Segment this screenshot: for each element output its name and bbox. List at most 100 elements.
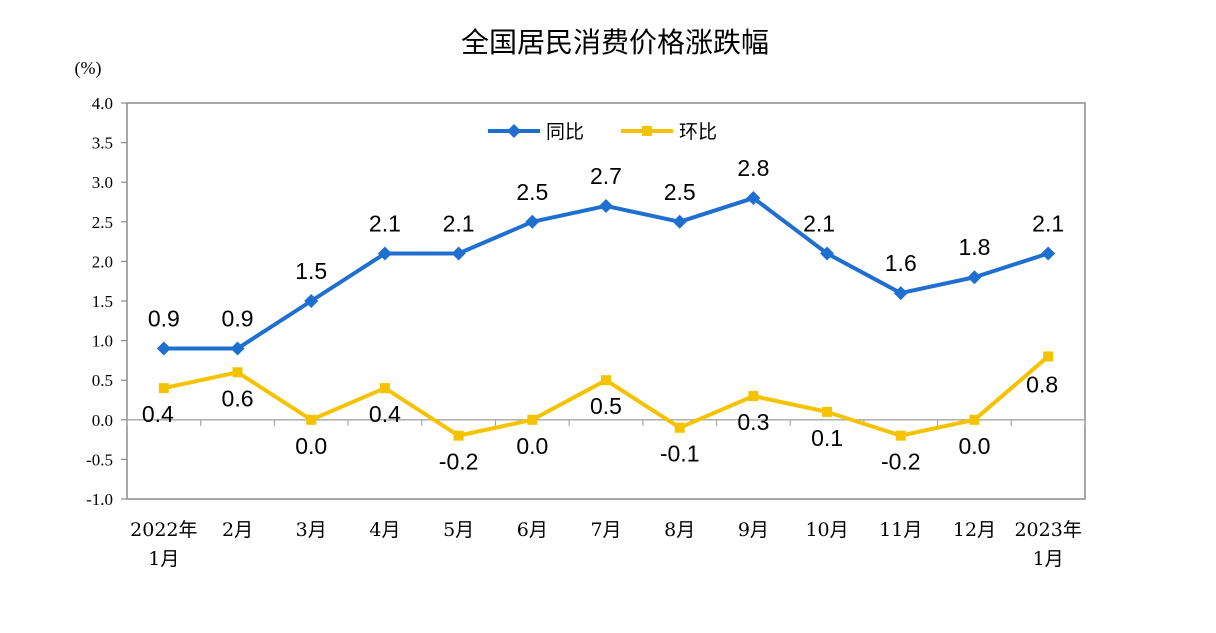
y-tick-label: 3.0 bbox=[92, 173, 113, 192]
y-tick-label: 0.5 bbox=[92, 371, 113, 390]
data-label-mom: 0.6 bbox=[222, 385, 254, 411]
data-label-yoy: 2.5 bbox=[664, 179, 696, 205]
legend-marker-square bbox=[642, 126, 652, 136]
x-tick-label-line: 9月 bbox=[738, 519, 769, 541]
legend-label: 环比 bbox=[679, 121, 717, 143]
data-label-yoy: 0.9 bbox=[148, 306, 180, 332]
data-label-mom: 0.0 bbox=[295, 433, 327, 459]
legend-marker-diamond bbox=[507, 124, 521, 138]
data-point-yoy bbox=[377, 246, 392, 261]
data-point-yoy bbox=[1041, 246, 1056, 261]
data-label-yoy: 1.5 bbox=[295, 258, 327, 284]
data-label-yoy: 1.6 bbox=[885, 250, 917, 276]
data-label-yoy: 0.9 bbox=[222, 306, 254, 332]
data-point-mom bbox=[306, 414, 317, 425]
data-point-mom bbox=[453, 430, 464, 441]
y-tick-label: -1.0 bbox=[86, 490, 113, 509]
data-point-mom bbox=[527, 414, 538, 425]
data-point-mom bbox=[158, 383, 169, 394]
series-layer bbox=[156, 191, 1056, 441]
data-label-mom: 0.0 bbox=[958, 433, 990, 459]
x-tick-label-line: 2月 bbox=[222, 519, 253, 541]
data-label-yoy: 2.1 bbox=[369, 210, 401, 236]
x-tick-label-line: 1月 bbox=[1033, 548, 1064, 570]
x-axis: 2022年 1月 2月 3月 4月 5月 6月 7月 8月 9月 10月 11月 12月 2023年 1月 bbox=[130, 519, 1082, 570]
data-point-yoy bbox=[820, 246, 835, 261]
x-tick-label-line: 6月 bbox=[517, 519, 548, 541]
x-tick-label: 5月 bbox=[443, 519, 474, 541]
x-tick-label: 12月 bbox=[953, 519, 996, 541]
x-tick-label: 6月 bbox=[517, 519, 548, 541]
x-tick-label-line: 8月 bbox=[664, 519, 695, 541]
data-point-yoy bbox=[599, 198, 613, 213]
chart-title: 全国居民消费价格涨跌幅 bbox=[461, 26, 769, 59]
x-tick-label-line: 10月 bbox=[805, 519, 848, 541]
x-tick-label-line: 12月 bbox=[953, 519, 996, 541]
data-point-mom bbox=[1043, 351, 1054, 362]
data-label-yoy: 2.5 bbox=[516, 179, 548, 205]
y-tick-label: 2.5 bbox=[92, 213, 113, 232]
data-point-yoy bbox=[525, 214, 540, 229]
data-point-yoy bbox=[967, 270, 982, 285]
x-tick-label: 10月 bbox=[805, 519, 848, 541]
data-label-yoy: 2.1 bbox=[1032, 210, 1064, 236]
x-tick-label: 2月 bbox=[222, 519, 253, 541]
data-point-yoy bbox=[230, 341, 245, 356]
data-label-mom: 0.1 bbox=[811, 425, 843, 451]
x-tick-label-line: 2023年 bbox=[1014, 519, 1081, 541]
data-label-mom: -0.1 bbox=[660, 441, 700, 467]
x-tick-label-line: 5月 bbox=[443, 519, 474, 541]
data-label-yoy: 2.7 bbox=[590, 163, 622, 189]
x-tick-label-line: 3月 bbox=[296, 519, 327, 541]
y-tick-label: 1.5 bbox=[92, 292, 113, 311]
x-tick-label-line: 2022年 bbox=[130, 519, 197, 541]
y-tick-label: 1.0 bbox=[92, 332, 113, 351]
data-label-mom: 0.4 bbox=[369, 401, 401, 427]
data-label-mom: 0.5 bbox=[590, 393, 622, 419]
data-label-mom: -0.2 bbox=[881, 449, 921, 475]
x-tick-label-line: 7月 bbox=[590, 519, 621, 541]
data-point-yoy bbox=[746, 191, 761, 206]
data-point-yoy bbox=[672, 214, 687, 229]
data-point-yoy bbox=[893, 286, 908, 301]
x-tick-label: 2023年 1月 bbox=[1014, 519, 1081, 570]
data-point-mom bbox=[748, 391, 759, 402]
legend: 同比 环比 bbox=[488, 121, 717, 143]
data-label-yoy: 2.1 bbox=[803, 210, 835, 236]
data-point-mom bbox=[674, 422, 685, 433]
x-tick-label: 2022年 1月 bbox=[130, 519, 197, 570]
data-point-mom bbox=[379, 383, 390, 394]
x-tick-label: 11月 bbox=[879, 519, 922, 541]
data-point-mom bbox=[822, 406, 833, 417]
y-tick-label: 0.0 bbox=[92, 411, 113, 430]
x-tick-label: 4月 bbox=[369, 519, 400, 541]
x-tick-label: 8月 bbox=[664, 519, 695, 541]
data-point-mom bbox=[232, 367, 243, 378]
data-label-mom: 0.3 bbox=[737, 409, 769, 435]
y-unit-label: (%) bbox=[75, 58, 102, 79]
y-tick-label: 3.5 bbox=[92, 134, 113, 153]
x-tick-label-line: 11月 bbox=[879, 519, 922, 541]
x-tick-label: 9月 bbox=[738, 519, 769, 541]
x-tick-label-line: 1月 bbox=[148, 548, 179, 570]
data-label-mom: -0.2 bbox=[439, 449, 479, 475]
data-point-yoy bbox=[304, 294, 319, 308]
data-labels: 0.9 0.9 1.5 2.1 2.1 2.5 2.7 2.5 2.8 2.1 1.6 1.8 2.1 0… bbox=[142, 155, 1064, 475]
data-point-mom bbox=[969, 414, 980, 425]
y-axis: 4.0 3.5 3.0 2.5 2.0 1.5 1.0 0.5 0.0 -0.5 -1.0 bbox=[86, 94, 1086, 509]
legend-label: 同比 bbox=[546, 121, 584, 143]
y-tick-label: -0.5 bbox=[86, 450, 113, 469]
y-tick-label: 2.0 bbox=[92, 252, 113, 271]
data-point-yoy bbox=[156, 341, 171, 356]
data-label-yoy: 1.8 bbox=[958, 234, 990, 260]
data-point-mom bbox=[601, 375, 611, 386]
data-label-mom: 0.0 bbox=[516, 433, 548, 459]
data-label-mom: 0.4 bbox=[142, 401, 174, 427]
x-tick-label-line: 4月 bbox=[369, 519, 400, 541]
data-label-yoy: 2.8 bbox=[737, 155, 769, 181]
x-tick-label: 3月 bbox=[296, 519, 327, 541]
x-tick-label: 7月 bbox=[590, 519, 621, 541]
data-label-mom: 0.8 bbox=[1026, 371, 1058, 397]
data-point-yoy bbox=[451, 246, 466, 261]
